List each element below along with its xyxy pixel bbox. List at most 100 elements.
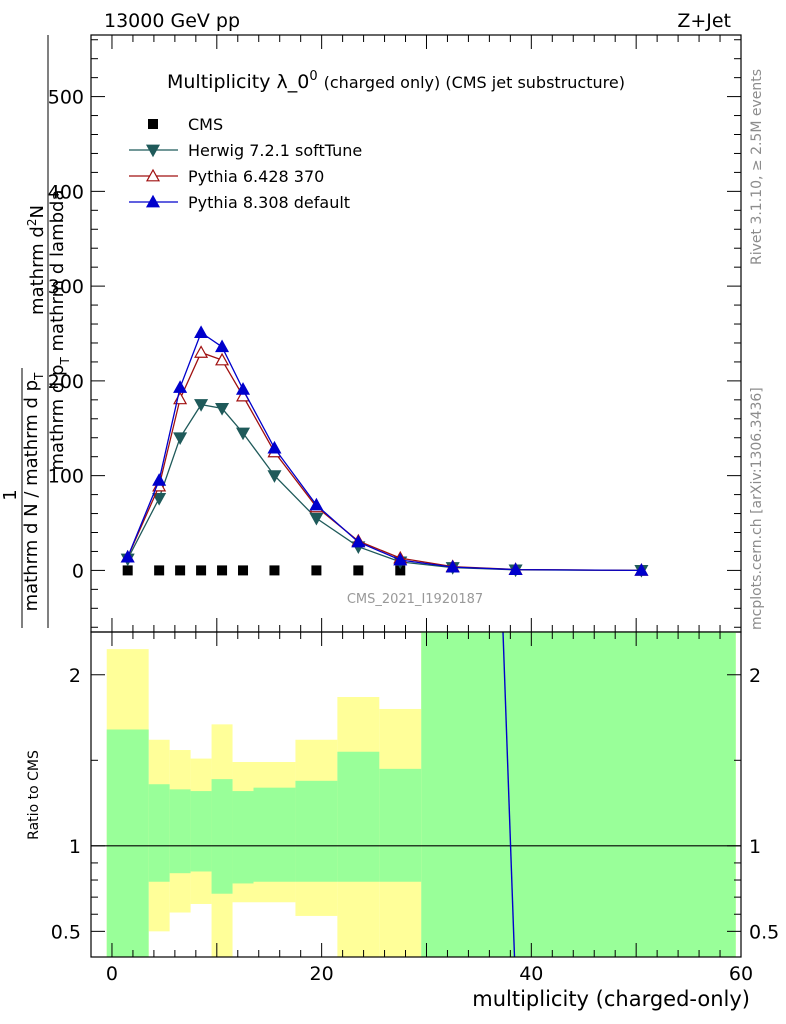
y-label-numerator-text: mathrm d — [27, 226, 48, 315]
plot-title: Multiplicity λ_00 (charged only) (CMS jet… — [167, 69, 625, 93]
data-point-series-3 — [634, 563, 649, 576]
plot-title-main: Multiplicity λ_0 — [167, 71, 309, 93]
collision-energy-label: 13000 GeV pp — [104, 10, 240, 32]
data-point-series-3 — [235, 382, 251, 395]
y-label-prefix-denominator: mathrm d N / mathrm d pT — [21, 372, 46, 611]
series-line-3 — [127, 331, 642, 572]
uncertainty-band-green — [106, 729, 149, 957]
plot-title-tail: (charged only) (CMS jet substructure) — [324, 73, 625, 92]
legend-entry-label: Herwig 7.2.1 softTune — [188, 141, 362, 160]
x-tick-label: 40 — [519, 963, 543, 985]
data-point-series-2 — [215, 352, 230, 366]
y-label-prefix-den-sub: T — [32, 372, 46, 381]
legend-entry-label: CMS — [188, 115, 223, 134]
uncertainty-band-green — [379, 768, 422, 882]
ratio-y-tick-label: 0.5 — [51, 921, 81, 943]
series-line-2 — [127, 351, 642, 572]
main-y-tick-label: 300 — [48, 276, 84, 298]
uncertainty-band-green — [169, 789, 191, 874]
main-axes: 0 100 200 300 400 500 — [48, 35, 742, 632]
legend-marker — [145, 194, 161, 208]
data-point-series-3 — [152, 473, 167, 486]
x-axis-label: multiplicity (charged-only) — [472, 987, 750, 1011]
data-point-series-0 — [196, 565, 207, 576]
data-point-series-3 — [120, 549, 135, 563]
data-point-series-3 — [215, 339, 230, 353]
y-label-numerator-sup: 2 — [25, 219, 39, 227]
rivet-version-label: Rivet 3.1.10, ≥ 2.5M events — [749, 69, 765, 265]
uncertainty-band-green — [190, 791, 212, 872]
data-point-series-1 — [215, 402, 230, 416]
data-point-series-3 — [309, 497, 324, 511]
y-label-numerator: mathrm d2N — [25, 205, 48, 315]
uncertainty-band-green — [253, 787, 296, 882]
process-label: Z+Jet — [677, 10, 731, 32]
ratio-series-line-0 — [502, 631, 516, 958]
main-y-tick-label: 400 — [48, 181, 84, 203]
y-label-numerator-end: N — [27, 205, 48, 218]
y-label-denominator: mathrm d pT mathrm d lambda — [47, 190, 72, 471]
data-point-series-1 — [173, 432, 188, 445]
legend-marker — [145, 144, 161, 158]
data-point-series-3 — [351, 534, 366, 548]
uncertainty-band-green — [337, 751, 380, 882]
ratio-frame — [90, 631, 742, 958]
data-point-series-1 — [194, 399, 209, 412]
ratio-y-tick-label-right: 1 — [749, 836, 761, 858]
data-point-series-3 — [267, 440, 282, 454]
data-point-series-3 — [393, 552, 408, 566]
data-point-series-0 — [353, 565, 364, 576]
main-y-tick-label: 0 — [72, 560, 84, 582]
uncertainty-band-green — [211, 779, 233, 894]
ratio-y-tick-label-right: 0.5 — [749, 921, 779, 943]
uncertainty-band-green — [232, 791, 254, 884]
data-point-series-0 — [238, 565, 249, 576]
data-point-series-3 — [194, 325, 209, 338]
legend-entry-label: Pythia 6.428 370 — [188, 167, 324, 186]
data-point-series-1 — [152, 492, 167, 506]
y-label-denominator-text: mathrm d p — [47, 365, 68, 471]
main-y-tick-label: 100 — [48, 466, 84, 488]
ratio-panel: 0.5 0.51 12 20 20 40 60 — [51, 631, 779, 985]
data-point-series-1 — [309, 512, 324, 526]
mcplots-credit-label: mcplots.cern.ch [arXiv:1306.3436] — [749, 387, 765, 630]
y-label-denominator-sub: T — [58, 357, 72, 366]
legend-marker — [148, 119, 158, 129]
data-point-series-0 — [154, 565, 165, 576]
x-tick-label: 20 — [310, 963, 334, 985]
data-point-series-3 — [445, 559, 460, 573]
data-point-series-2 — [173, 391, 188, 405]
data-point-series-3 — [508, 562, 523, 576]
data-point-series-0 — [311, 565, 322, 576]
ratio-axes: 0.5 0.51 12 20 20 40 60 — [51, 632, 779, 985]
y-label-prefix-one: 1 — [0, 489, 21, 500]
data-point-series-1 — [235, 427, 251, 441]
data-point-series-1 — [267, 470, 282, 483]
ratio-y-tick-label: 1 — [69, 836, 81, 858]
ratio-data-layer — [91, 631, 741, 958]
y-label-prefix-den-text: mathrm d N / mathrm d p — [21, 380, 42, 611]
data-point-series-2 — [194, 345, 209, 358]
y-label-denominator-end: mathrm d lambda — [47, 190, 68, 358]
legend-entry-label: Pythia 8.308 default — [188, 193, 350, 212]
series-line-1 — [127, 403, 642, 572]
uncertainty-band-green — [148, 784, 170, 882]
uncertainty-band-green — [421, 632, 736, 957]
data-point-series-0 — [395, 565, 406, 576]
main-y-tick-label: 200 — [48, 371, 84, 393]
ratio-y-axis-label: Ratio to CMS — [26, 750, 42, 840]
main-y-axis-label: mathrm d2N mathrm d pT mathrm d lambda 1… — [0, 35, 72, 628]
data-point-series-3 — [173, 380, 188, 393]
uncertainty-band-green — [295, 780, 338, 882]
plot-title-superscript: 0 — [309, 69, 317, 84]
data-point-series-0 — [269, 565, 280, 576]
data-point-series-0 — [175, 565, 186, 576]
legend: CMS Herwig 7.2.1 softTune Pythia 6.428 370… — [129, 115, 362, 212]
legend-marker — [145, 168, 161, 182]
x-tick-label: 0 — [106, 963, 118, 985]
main-data-layer — [120, 325, 649, 578]
analysis-id-label: CMS_2021_I1920187 — [347, 592, 483, 607]
data-point-series-0 — [217, 565, 228, 576]
